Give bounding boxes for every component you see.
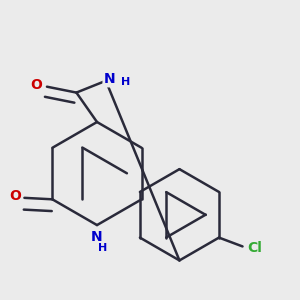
Text: N: N xyxy=(103,72,115,86)
Text: H: H xyxy=(121,77,130,87)
Text: O: O xyxy=(31,78,43,92)
Text: O: O xyxy=(9,189,21,203)
Text: Cl: Cl xyxy=(248,241,262,255)
Text: H: H xyxy=(98,243,108,253)
Text: N: N xyxy=(91,230,103,244)
